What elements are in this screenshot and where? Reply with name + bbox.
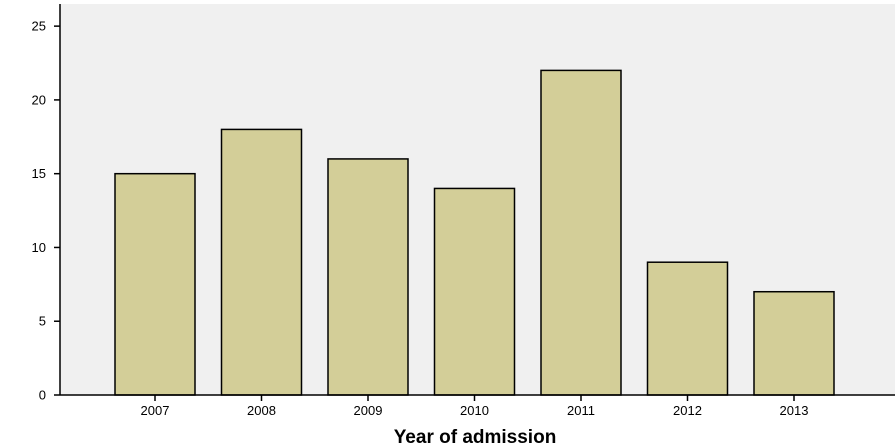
x-axis-title: Year of admission — [394, 427, 557, 448]
bar-2010 — [433, 187, 516, 396]
x-tick-label-2012: 2012 — [673, 403, 702, 418]
y-tick-label: 5 — [39, 314, 46, 329]
y-tick-label: 15 — [32, 166, 46, 181]
y-tick-label: 25 — [32, 19, 46, 34]
bar-2008 — [220, 128, 303, 396]
bar-2013 — [753, 290, 835, 396]
x-tick-label-2009: 2009 — [354, 403, 383, 418]
y-tick-label: 10 — [32, 240, 46, 255]
bar-2009 — [327, 158, 409, 396]
x-tick-label-2011: 2011 — [567, 403, 595, 418]
y-axis: 0 5 10 15 20 25 — [32, 4, 61, 403]
bars-group — [114, 69, 835, 396]
x-tick-label-2008: 2008 — [247, 403, 276, 418]
bar-2011 — [540, 69, 622, 396]
x-axis: 2007 2008 2009 2010 2011 2012 2013 — [60, 394, 895, 418]
x-tick-label-2007: 2007 — [141, 403, 170, 418]
x-tick-label-2010: 2010 — [460, 403, 489, 418]
y-tick-label: 20 — [32, 92, 46, 107]
y-tick-label: 0 — [39, 388, 46, 403]
bar-2012 — [646, 261, 729, 396]
bar-2007 — [114, 172, 196, 396]
x-tick-label-2013: 2013 — [780, 403, 809, 418]
